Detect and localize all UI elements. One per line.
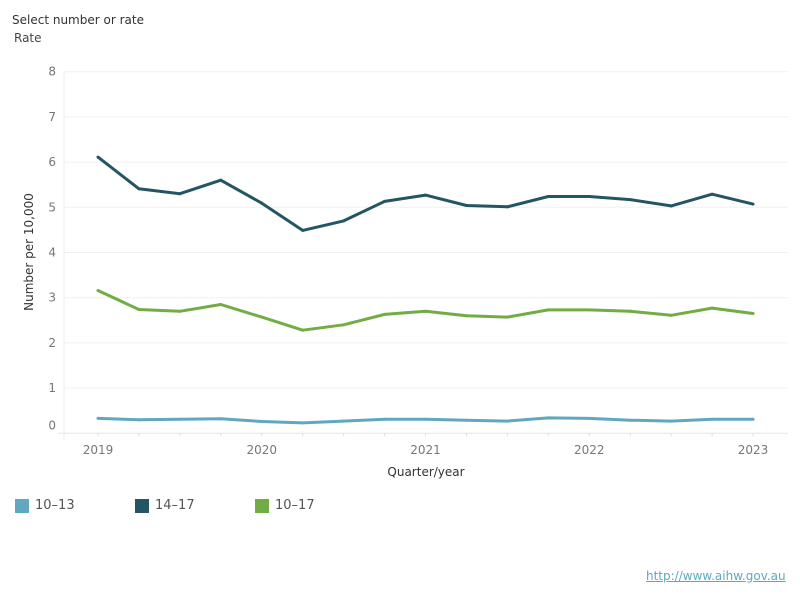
data-point[interactable]: [546, 308, 550, 312]
x-tick-label: 2020: [246, 443, 277, 457]
data-point[interactable]: [383, 417, 387, 421]
data-point[interactable]: [751, 202, 755, 206]
legend-swatch: [135, 498, 149, 513]
data-point[interactable]: [628, 418, 632, 422]
x-tick-label: 2019: [83, 443, 114, 457]
data-point[interactable]: [96, 288, 100, 292]
data-point[interactable]: [342, 219, 346, 223]
data-point[interactable]: [669, 419, 673, 423]
legend-item-10-13[interactable]: 10–13: [15, 498, 75, 513]
data-point[interactable]: [219, 302, 223, 306]
y-tick-label: 2: [48, 336, 56, 350]
data-point[interactable]: [628, 198, 632, 202]
data-point[interactable]: [751, 417, 755, 421]
y-tick-label: 7: [48, 110, 56, 124]
x-tick-label: 2023: [738, 443, 769, 457]
y-tick-label: 5: [48, 200, 56, 214]
data-point[interactable]: [505, 205, 509, 209]
data-point[interactable]: [178, 309, 182, 313]
data-point[interactable]: [301, 421, 305, 425]
y-axis-title: Number per 10,000: [22, 193, 36, 311]
legend-label: 10–17: [275, 498, 315, 513]
data-point[interactable]: [342, 323, 346, 327]
y-tick-label: 3: [48, 291, 56, 305]
data-point[interactable]: [96, 416, 100, 420]
x-tick-label: 2021: [410, 443, 441, 457]
data-point[interactable]: [710, 306, 714, 310]
legend-swatch: [255, 498, 269, 513]
data-point[interactable]: [587, 416, 591, 420]
data-point[interactable]: [137, 187, 141, 191]
data-point[interactable]: [587, 194, 591, 198]
data-point[interactable]: [424, 193, 428, 197]
data-point[interactable]: [464, 314, 468, 318]
data-point[interactable]: [546, 416, 550, 420]
selector-label: Select number or rate: [12, 13, 144, 27]
legend-swatch: [15, 498, 29, 513]
data-point[interactable]: [505, 419, 509, 423]
data-point[interactable]: [137, 418, 141, 422]
data-point[interactable]: [260, 201, 264, 205]
data-point[interactable]: [383, 199, 387, 203]
aihw-link[interactable]: http://www.aihw.gov.au: [646, 569, 786, 583]
data-point[interactable]: [178, 417, 182, 421]
data-point[interactable]: [669, 313, 673, 317]
data-point[interactable]: [137, 307, 141, 311]
data-point[interactable]: [505, 315, 509, 319]
data-point[interactable]: [464, 203, 468, 207]
data-point[interactable]: [301, 228, 305, 232]
data-point[interactable]: [342, 419, 346, 423]
data-point[interactable]: [383, 312, 387, 316]
x-tick-label: 2022: [574, 443, 605, 457]
data-point[interactable]: [424, 309, 428, 313]
data-point[interactable]: [669, 204, 673, 208]
data-point[interactable]: [260, 420, 264, 424]
data-point[interactable]: [546, 194, 550, 198]
data-point[interactable]: [96, 155, 100, 159]
data-point[interactable]: [710, 417, 714, 421]
x-axis-title: Quarter/year: [387, 465, 464, 479]
legend-item-10-17[interactable]: 10–17: [255, 498, 315, 513]
number-or-rate-selector[interactable]: Rate: [14, 31, 42, 45]
y-tick-label: 8: [48, 65, 56, 79]
data-point[interactable]: [464, 418, 468, 422]
data-point[interactable]: [710, 192, 714, 196]
legend-label: 10–13: [35, 498, 75, 513]
y-tick-label: 4: [48, 246, 56, 260]
data-point[interactable]: [219, 178, 223, 182]
data-point[interactable]: [260, 315, 264, 319]
data-point[interactable]: [587, 308, 591, 312]
data-point[interactable]: [751, 312, 755, 316]
legend-label: 14–17: [155, 498, 195, 513]
data-point[interactable]: [219, 417, 223, 421]
data-point[interactable]: [424, 417, 428, 421]
y-tick-label: 0: [48, 418, 56, 432]
legend-item-14-17[interactable]: 14–17: [135, 498, 195, 513]
data-point[interactable]: [628, 309, 632, 313]
y-tick-label: 1: [48, 381, 56, 395]
y-tick-label: 6: [48, 155, 56, 169]
data-point[interactable]: [178, 192, 182, 196]
data-point[interactable]: [301, 328, 305, 332]
